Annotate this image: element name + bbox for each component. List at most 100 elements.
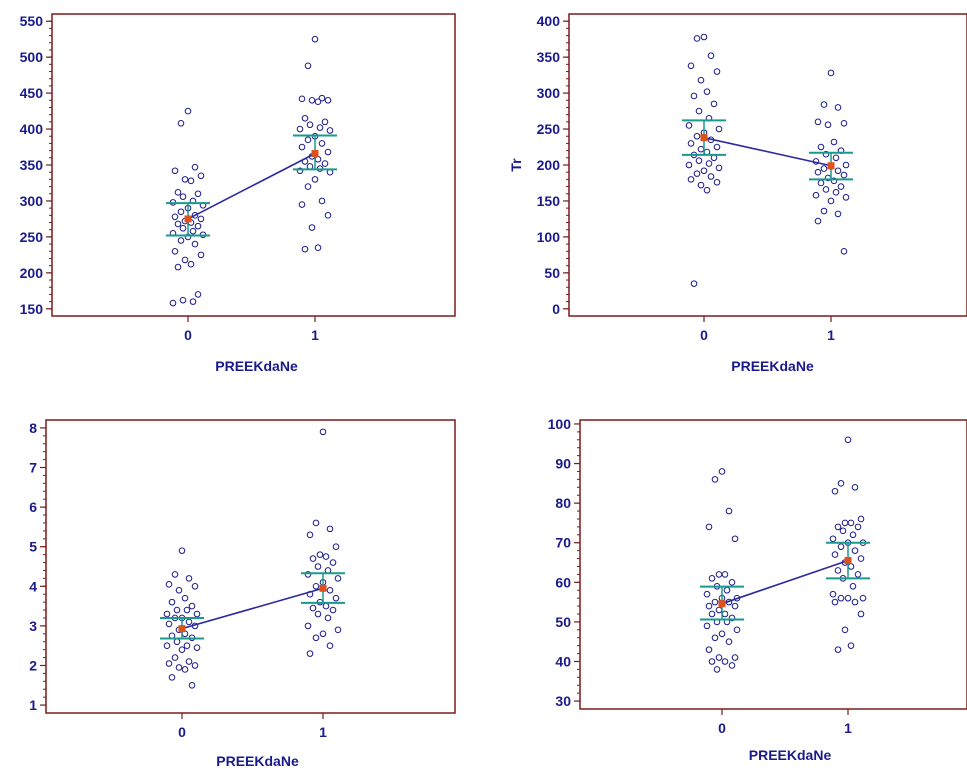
data-point (713, 178, 721, 186)
data-point (842, 161, 850, 169)
x-tick-label: 0 (718, 720, 726, 736)
y-tick-label: 30 (555, 693, 571, 709)
data-point (697, 145, 705, 153)
mean-marker (311, 149, 319, 157)
mean-marker (319, 584, 327, 592)
data-point (185, 618, 193, 626)
data-point (710, 100, 718, 108)
y-tick-label: 450 (20, 85, 44, 101)
y-tick-label: 100 (537, 229, 561, 245)
data-point (840, 171, 848, 179)
y-tick-label: 100 (548, 416, 572, 432)
data-point (832, 154, 840, 162)
data-point (185, 658, 193, 665)
data-point (721, 658, 729, 665)
data-point (163, 610, 171, 618)
data-point (851, 598, 859, 606)
data-point (298, 143, 306, 151)
y-tick-label: 200 (20, 265, 44, 281)
data-point (311, 176, 319, 183)
data-point (171, 247, 179, 255)
data-point (711, 598, 719, 606)
data-point (322, 553, 330, 560)
data-point (185, 575, 193, 582)
data-point (309, 604, 317, 612)
data-point (687, 176, 695, 183)
data-point (849, 582, 857, 590)
data-point (194, 190, 202, 198)
y-tick-label: 3 (29, 618, 37, 634)
data-point (165, 620, 173, 628)
data-point (731, 602, 739, 610)
data-point (713, 666, 721, 673)
data-point (312, 582, 320, 590)
data-point (312, 634, 320, 642)
data-point (191, 163, 199, 171)
data-point (193, 644, 201, 651)
data-point (690, 280, 698, 287)
plot-panel-1: 150 200 250 300 350 400 450 500 550 0 1 PREEKdaNe (20, 13, 456, 374)
data-point (197, 251, 205, 259)
x-tick-label: 0 (700, 327, 708, 343)
data-point (326, 525, 334, 533)
y-tick-label: 90 (555, 456, 571, 472)
data-point (713, 143, 721, 151)
y-tick-label: 50 (544, 265, 560, 281)
data-point (181, 666, 189, 673)
mean-marker (178, 625, 186, 633)
x-axis-title: PREEKdaNe (215, 358, 298, 374)
data-point (685, 161, 693, 169)
data-point (834, 210, 842, 218)
data-point (184, 107, 192, 115)
data-point (168, 674, 176, 681)
data-point (841, 519, 849, 527)
data-point (703, 622, 711, 630)
data-point (306, 121, 314, 129)
data-point (324, 212, 332, 219)
data-point (817, 179, 825, 187)
data-point (332, 543, 340, 551)
data-point (849, 531, 857, 539)
data-point (841, 626, 849, 634)
data-point (859, 594, 867, 602)
data-point (311, 35, 319, 43)
data-point (197, 215, 205, 223)
data-point (834, 167, 842, 175)
y-tick-label: 550 (20, 13, 44, 29)
data-point (829, 590, 837, 598)
mean-marker (844, 557, 852, 565)
data-point (723, 586, 731, 594)
x-axis-title: PREEKdaNe (749, 747, 832, 763)
data-point (308, 96, 316, 104)
data-point (834, 567, 842, 574)
data-point (827, 69, 835, 77)
data-point (820, 165, 828, 172)
data-point (697, 181, 705, 189)
mean-marker (184, 215, 192, 223)
y-tick-label: 500 (20, 49, 44, 65)
x-axis-title: PREEKdaNe (731, 358, 814, 374)
data-point (165, 581, 173, 588)
data-point (298, 95, 306, 103)
data-point (830, 138, 838, 146)
data-point (831, 487, 839, 495)
y-tick-label: 150 (20, 301, 44, 317)
y-tick-label: 350 (537, 49, 561, 65)
data-point (314, 98, 322, 106)
data-point (296, 125, 304, 133)
y-tick-label: 200 (537, 157, 561, 173)
data-point (705, 523, 713, 531)
data-point (847, 642, 855, 649)
data-point (169, 299, 177, 307)
data-point (857, 555, 865, 562)
y-tick-label: 300 (20, 193, 44, 209)
data-point (326, 642, 334, 649)
data-point (715, 606, 723, 614)
data-point (314, 155, 322, 163)
data-point (708, 575, 716, 582)
data-point (718, 468, 726, 475)
data-point (177, 208, 185, 216)
data-point (174, 263, 182, 271)
y-tick-label: 40 (555, 653, 571, 669)
data-point (178, 547, 186, 554)
